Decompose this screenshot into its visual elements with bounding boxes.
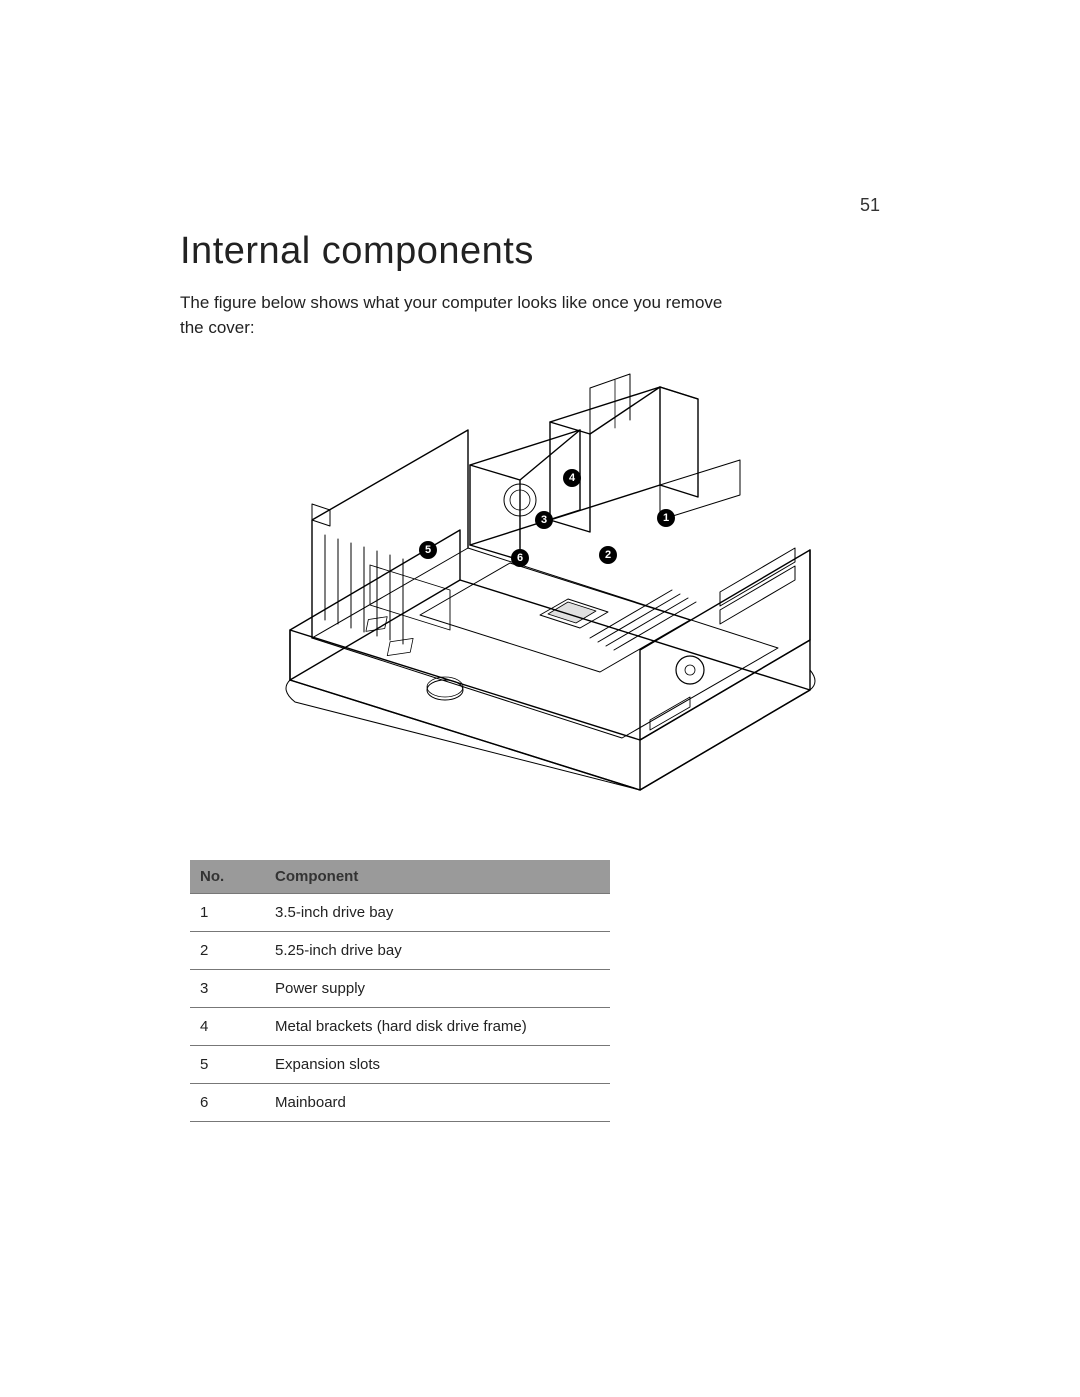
- cell-component: Power supply: [265, 970, 610, 1008]
- callout-number-3: 3: [541, 514, 547, 526]
- computer-internals-illustration: 1 2 3 4 5 6: [220, 370, 860, 800]
- cell-component: Expansion slots: [265, 1046, 610, 1084]
- page-title: Internal components: [180, 230, 900, 273]
- cell-component: 5.25-inch drive bay: [265, 932, 610, 970]
- document-page: 51 Internal components The figure below …: [0, 0, 1080, 1397]
- callout-number-1: 1: [663, 512, 669, 524]
- callout-number-5: 5: [425, 544, 431, 556]
- cell-no: 2: [190, 932, 265, 970]
- table-row: 3Power supply: [190, 970, 610, 1008]
- table-row: 6Mainboard: [190, 1084, 610, 1122]
- table-row: 5Expansion slots: [190, 1046, 610, 1084]
- cell-no: 5: [190, 1046, 265, 1084]
- callout-number-6: 6: [517, 552, 523, 564]
- table-row: 4Metal brackets (hard disk drive frame): [190, 1008, 610, 1046]
- table-header-component: Component: [265, 860, 610, 894]
- table-row: 25.25-inch drive bay: [190, 932, 610, 970]
- cell-no: 1: [190, 894, 265, 932]
- cell-component: Mainboard: [265, 1084, 610, 1122]
- intro-paragraph: The figure below shows what your compute…: [180, 291, 740, 340]
- callout-number-4: 4: [569, 472, 576, 484]
- table-header-row: No. Component: [190, 860, 610, 894]
- table-header-no: No.: [190, 860, 265, 894]
- page-number: 51: [860, 195, 880, 216]
- cell-no: 3: [190, 970, 265, 1008]
- cell-no: 4: [190, 1008, 265, 1046]
- components-table-body: 13.5-inch drive bay25.25-inch drive bay3…: [190, 894, 610, 1122]
- components-table: No. Component 13.5-inch drive bay25.25-i…: [190, 860, 610, 1122]
- cell-component: Metal brackets (hard disk drive frame): [265, 1008, 610, 1046]
- cell-no: 6: [190, 1084, 265, 1122]
- callout-number-2: 2: [605, 549, 611, 561]
- table-row: 13.5-inch drive bay: [190, 894, 610, 932]
- figure-container: 1 2 3 4 5 6: [220, 370, 860, 800]
- cell-component: 3.5-inch drive bay: [265, 894, 610, 932]
